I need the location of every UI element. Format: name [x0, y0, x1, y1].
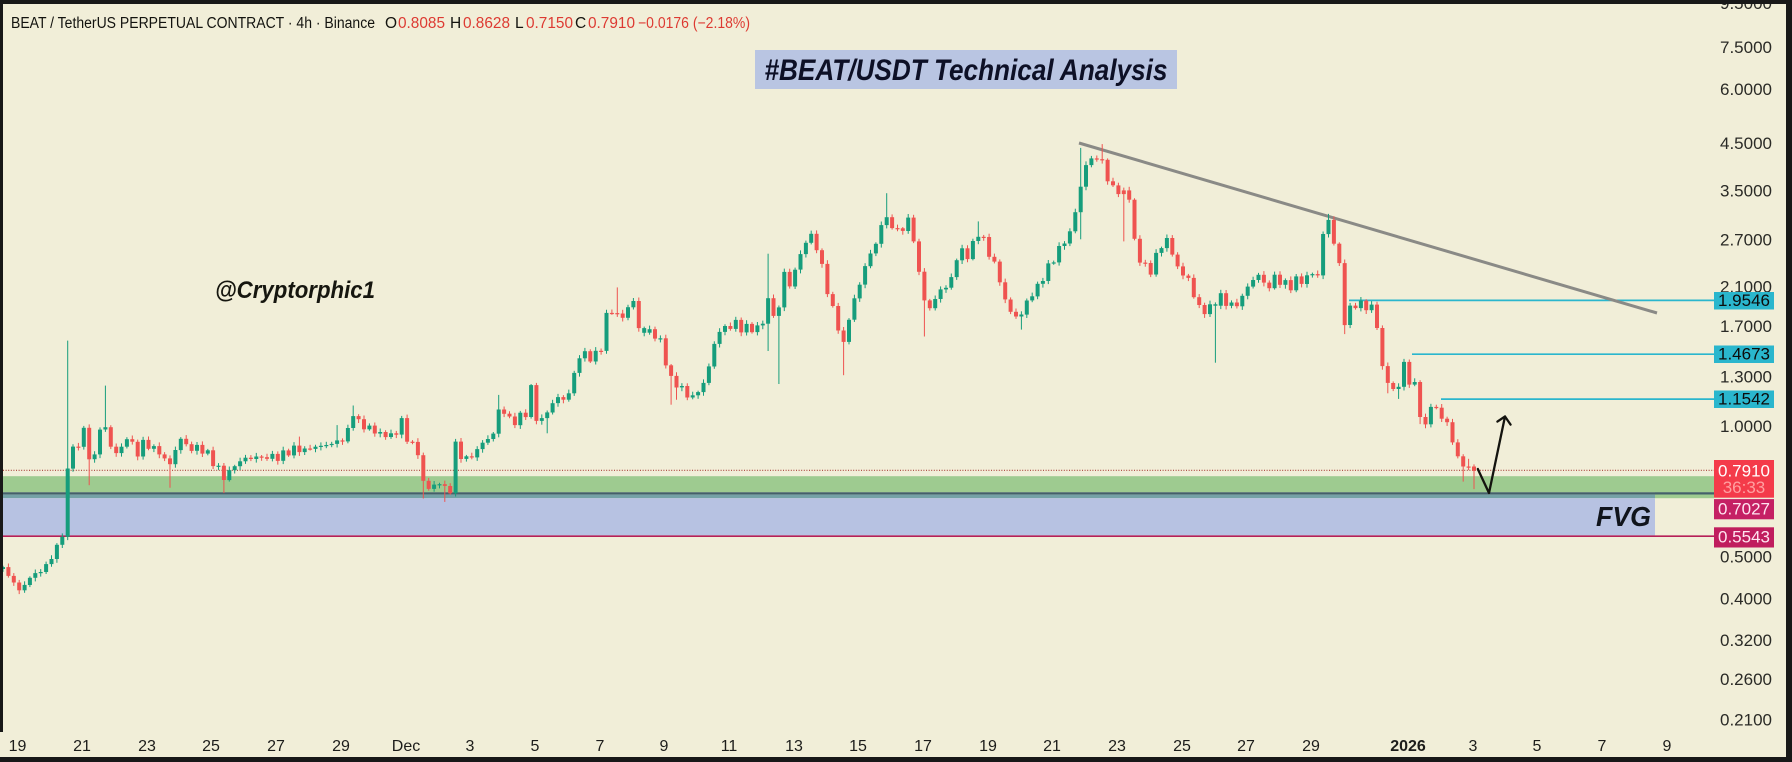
svg-text:36:33: 36:33 — [1723, 478, 1766, 497]
svg-text:29: 29 — [1302, 738, 1320, 755]
svg-text:1.0000: 1.0000 — [1720, 417, 1772, 436]
svg-text:5: 5 — [531, 738, 540, 755]
svg-text:0.2600: 0.2600 — [1720, 670, 1772, 689]
svg-text:FVG: FVG — [1596, 501, 1651, 532]
svg-text:2026: 2026 — [1390, 738, 1426, 755]
svg-text:3: 3 — [466, 738, 475, 755]
svg-text:17: 17 — [914, 738, 932, 755]
svg-text:C: C — [575, 15, 586, 32]
svg-text:0.5000: 0.5000 — [1720, 547, 1772, 566]
svg-text:0.8628: 0.8628 — [463, 15, 510, 32]
svg-text:1.1542: 1.1542 — [1718, 390, 1770, 409]
svg-text:H: H — [450, 15, 461, 32]
svg-text:#BEAT/USDT Technical Analysis: #BEAT/USDT Technical Analysis — [765, 54, 1168, 87]
svg-text:25: 25 — [202, 738, 220, 755]
svg-text:7: 7 — [1598, 738, 1607, 755]
svg-text:4.5000: 4.5000 — [1720, 134, 1772, 153]
svg-text:O: O — [385, 15, 397, 32]
svg-text:27: 27 — [267, 738, 285, 755]
svg-text:6.0000: 6.0000 — [1720, 80, 1772, 99]
svg-text:2.1000: 2.1000 — [1720, 278, 1772, 297]
svg-text:Dec: Dec — [392, 738, 420, 755]
svg-text:21: 21 — [1043, 738, 1061, 755]
svg-text:1.9546: 1.9546 — [1718, 291, 1770, 310]
svg-text:21: 21 — [73, 738, 91, 755]
svg-text:13: 13 — [785, 738, 803, 755]
svg-text:1.3000: 1.3000 — [1720, 368, 1772, 387]
svg-text:0.4000: 0.4000 — [1720, 589, 1772, 608]
svg-text:25: 25 — [1173, 738, 1191, 755]
svg-text:29: 29 — [332, 738, 350, 755]
svg-text:1.4673: 1.4673 — [1718, 345, 1770, 364]
svg-text:9: 9 — [1663, 738, 1672, 755]
svg-text:5: 5 — [1533, 738, 1542, 755]
svg-text:23: 23 — [138, 738, 156, 755]
svg-text:0.7150: 0.7150 — [526, 15, 573, 32]
svg-text:0.5543: 0.5543 — [1718, 527, 1770, 546]
svg-text:15: 15 — [849, 738, 867, 755]
svg-text:7: 7 — [596, 738, 605, 755]
svg-text:9: 9 — [660, 738, 669, 755]
svg-text:19: 19 — [9, 738, 27, 755]
svg-text:3: 3 — [1469, 738, 1478, 755]
svg-text:3.5000: 3.5000 — [1720, 182, 1772, 201]
svg-text:L: L — [515, 15, 524, 32]
svg-text:0.7910: 0.7910 — [1718, 462, 1770, 481]
svg-text:−0.0176 (−2.18%): −0.0176 (−2.18%) — [638, 15, 750, 32]
svg-text:0.8085: 0.8085 — [398, 15, 445, 32]
svg-text:@Cryptorphic1: @Cryptorphic1 — [215, 277, 375, 304]
svg-text:BEAT / TetherUS PERPETUAL CONT: BEAT / TetherUS PERPETUAL CONTRACT · 4h … — [11, 15, 375, 32]
svg-text:19: 19 — [979, 738, 997, 755]
svg-text:11: 11 — [721, 738, 738, 755]
svg-text:0.7027: 0.7027 — [1718, 500, 1770, 519]
svg-text:0.2100: 0.2100 — [1720, 710, 1772, 729]
svg-text:2.7000: 2.7000 — [1720, 230, 1772, 249]
svg-text:27: 27 — [1237, 738, 1255, 755]
svg-text:7.5000: 7.5000 — [1720, 38, 1772, 57]
svg-text:23: 23 — [1108, 738, 1126, 755]
svg-text:0.7910: 0.7910 — [588, 15, 635, 32]
svg-text:1.7000: 1.7000 — [1720, 317, 1772, 336]
svg-text:0.3200: 0.3200 — [1720, 631, 1772, 650]
